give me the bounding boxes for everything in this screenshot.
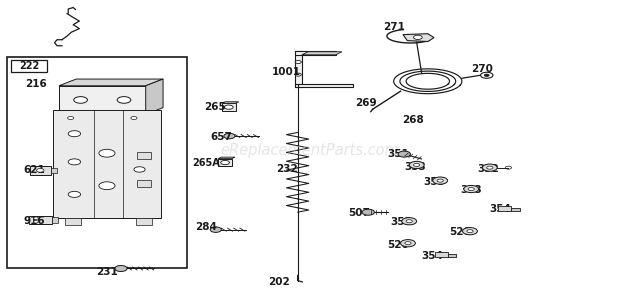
- Text: 520: 520: [449, 227, 471, 237]
- Text: 216: 216: [25, 79, 46, 89]
- Text: 265: 265: [205, 102, 226, 112]
- Text: 269: 269: [355, 98, 376, 108]
- Text: 271: 271: [383, 22, 405, 32]
- Circle shape: [362, 209, 374, 215]
- Text: eReplacementParts.com: eReplacementParts.com: [221, 143, 399, 158]
- Bar: [7, 57, 187, 268]
- Polygon shape: [59, 79, 163, 86]
- Circle shape: [33, 217, 38, 219]
- Circle shape: [115, 265, 127, 272]
- Bar: [127, 114, 141, 120]
- Text: 268: 268: [402, 115, 423, 126]
- Circle shape: [221, 160, 229, 165]
- Bar: [137, 152, 151, 159]
- Bar: [59, 86, 146, 114]
- Circle shape: [409, 161, 424, 169]
- Circle shape: [414, 163, 420, 166]
- Circle shape: [224, 105, 233, 109]
- Text: 353: 353: [460, 185, 482, 195]
- Circle shape: [401, 240, 415, 247]
- Circle shape: [210, 227, 221, 232]
- Circle shape: [117, 97, 131, 103]
- Bar: [136, 218, 152, 225]
- Circle shape: [437, 179, 443, 182]
- Circle shape: [68, 116, 74, 119]
- Bar: [511, 208, 520, 211]
- Polygon shape: [146, 79, 163, 114]
- Bar: [435, 252, 448, 257]
- Bar: [29, 216, 52, 224]
- Bar: [11, 60, 47, 72]
- Circle shape: [37, 169, 44, 172]
- Text: 353: 353: [404, 162, 426, 172]
- Text: 352: 352: [477, 163, 499, 174]
- Circle shape: [99, 182, 115, 190]
- Bar: [52, 217, 58, 223]
- Circle shape: [402, 218, 417, 225]
- Circle shape: [68, 191, 81, 197]
- Text: 265A: 265A: [192, 157, 220, 168]
- Bar: [137, 180, 151, 187]
- Bar: [65, 218, 81, 225]
- Circle shape: [487, 166, 493, 169]
- Text: 353: 353: [391, 217, 412, 227]
- Bar: [30, 166, 51, 175]
- Circle shape: [467, 230, 473, 233]
- Circle shape: [482, 164, 497, 171]
- Circle shape: [295, 73, 301, 76]
- Bar: [294, 51, 336, 55]
- Circle shape: [405, 242, 411, 245]
- Circle shape: [398, 151, 410, 157]
- Bar: [64, 114, 78, 120]
- Bar: [222, 103, 236, 111]
- Text: 284: 284: [195, 222, 217, 232]
- Bar: [218, 159, 232, 166]
- Polygon shape: [218, 157, 235, 159]
- Bar: [51, 168, 57, 173]
- Circle shape: [131, 116, 137, 119]
- Text: 354: 354: [490, 204, 511, 214]
- Circle shape: [134, 167, 145, 172]
- Circle shape: [505, 166, 511, 169]
- Text: 621: 621: [24, 165, 45, 175]
- Circle shape: [406, 220, 412, 223]
- Circle shape: [99, 149, 115, 157]
- Text: 232: 232: [277, 163, 298, 174]
- Text: 1001: 1001: [272, 67, 301, 77]
- Circle shape: [33, 221, 38, 223]
- Polygon shape: [403, 34, 434, 42]
- Text: 202: 202: [268, 277, 290, 287]
- Circle shape: [464, 185, 479, 193]
- Circle shape: [68, 159, 81, 165]
- Text: 916: 916: [24, 216, 45, 226]
- Circle shape: [74, 97, 87, 103]
- Text: 354: 354: [422, 251, 443, 262]
- Circle shape: [68, 131, 81, 137]
- Circle shape: [463, 228, 477, 235]
- Text: 657: 657: [211, 132, 232, 142]
- Circle shape: [295, 61, 301, 64]
- Circle shape: [484, 74, 489, 76]
- Circle shape: [433, 177, 448, 184]
- Polygon shape: [222, 102, 239, 103]
- Bar: [294, 51, 302, 87]
- Bar: [53, 110, 161, 218]
- Text: 520: 520: [387, 240, 409, 250]
- Bar: [294, 84, 353, 87]
- Bar: [448, 254, 456, 257]
- Text: 270: 270: [471, 64, 493, 74]
- Text: 507: 507: [348, 208, 370, 218]
- Text: 222: 222: [19, 61, 39, 71]
- Circle shape: [468, 188, 474, 191]
- Text: 355: 355: [423, 177, 445, 187]
- Text: 351: 351: [387, 148, 409, 159]
- Circle shape: [414, 35, 422, 39]
- Text: 231: 231: [96, 267, 118, 278]
- Bar: [498, 206, 511, 211]
- Circle shape: [224, 133, 235, 139]
- Polygon shape: [302, 52, 342, 55]
